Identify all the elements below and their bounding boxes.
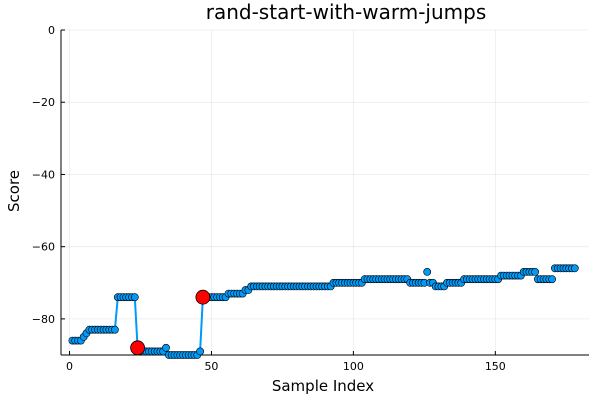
y-axis-label: Score [5, 170, 23, 212]
gridlines [61, 29, 589, 355]
highlight-point [130, 340, 146, 356]
y-tick-label: −60 [32, 241, 55, 254]
x-axis-label: Sample Index [272, 377, 374, 395]
highlight-points [130, 289, 211, 356]
chart-title: rand-start-with-warm-jumps [206, 0, 487, 24]
data-point [570, 264, 579, 273]
y-tick-label: −40 [32, 168, 55, 181]
data-point [130, 293, 139, 302]
x-tick-label: 0 [66, 360, 73, 373]
tick-labels: 0 50 100 150 0 −20 −40 −60 −80 [32, 24, 506, 373]
x-tick-label: 150 [485, 360, 506, 373]
data-point [111, 325, 119, 334]
y-tick-label: −80 [32, 313, 55, 326]
data-point [423, 267, 432, 276]
y-tick-label: −20 [32, 96, 55, 109]
x-tick-label: 50 [204, 360, 218, 373]
data-point [548, 275, 556, 284]
axes [60, 29, 589, 356]
data-point [531, 267, 539, 276]
data-point [162, 343, 170, 352]
data-points [68, 264, 579, 359]
y-tick-label: 0 [48, 24, 55, 37]
data-point [196, 347, 204, 356]
x-tick-label: 100 [343, 360, 364, 373]
highlight-point [195, 289, 211, 305]
